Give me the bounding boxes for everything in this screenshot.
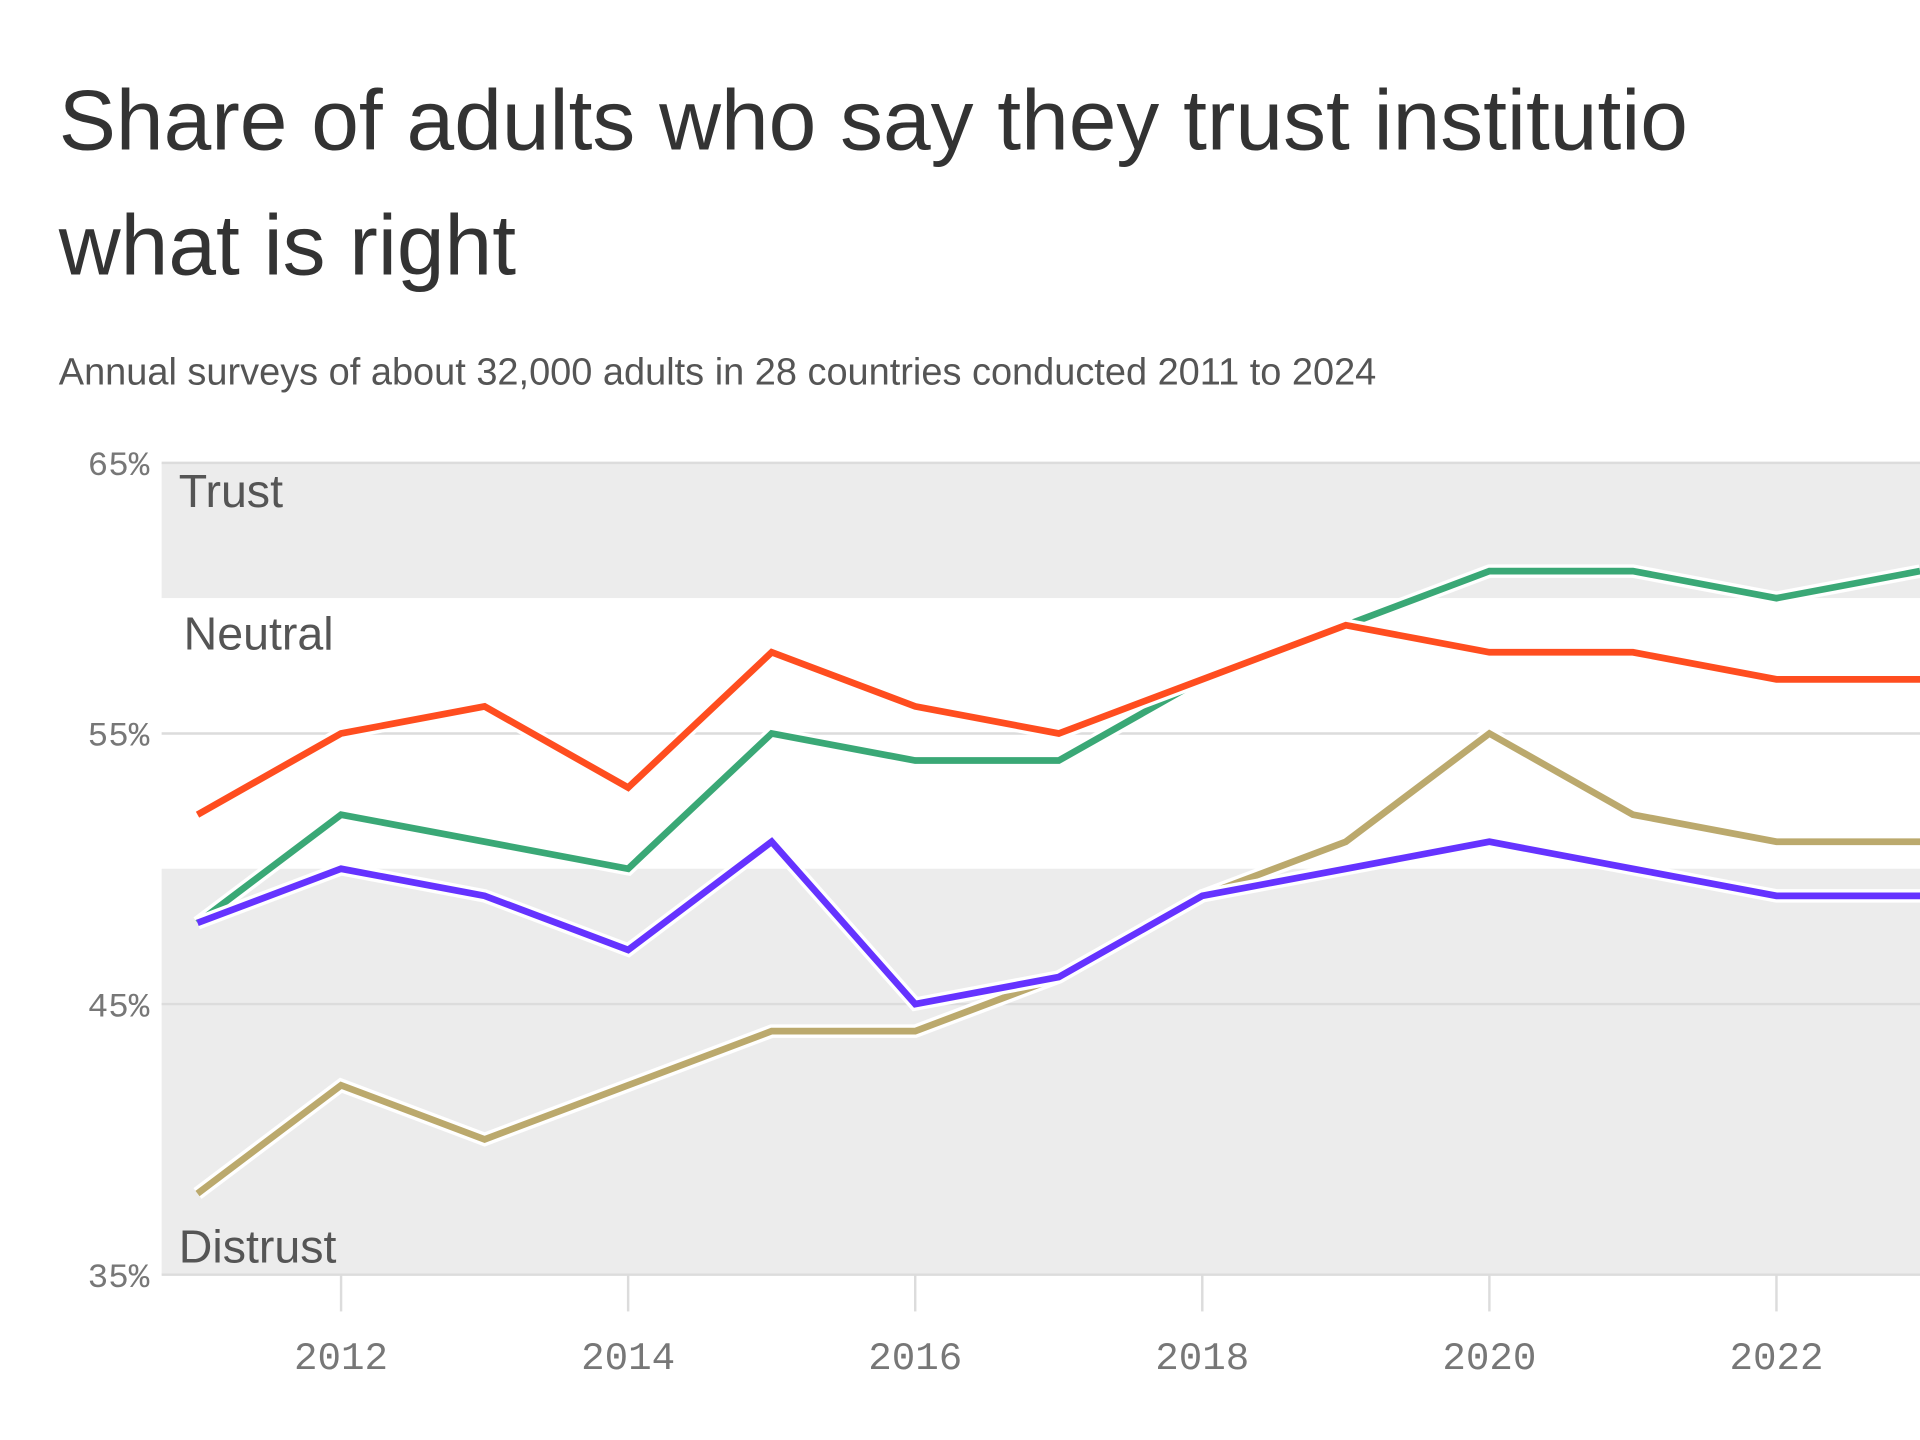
line [196,837,1920,1008]
band-label: Distrust [179,1220,337,1272]
chart-title: Share of adults who say they trust insti… [59,72,1688,168]
x-tick-label: 2022 [1729,1336,1823,1381]
plot-area: 35% 45% 55% 65% 2012 2014 2016 2018 2020 2022 Trus… [88,447,1920,1381]
y-tick-label: 35% [88,1259,150,1298]
y-tick-label: 55% [88,718,150,757]
x-tick-label: 2018 [1155,1336,1249,1381]
band-label: Trust [179,465,283,517]
chart-subtitle: Annual surveys of about 32,000 adults in… [59,351,1377,393]
x-tick-label: 2016 [868,1336,962,1381]
line [195,567,1920,926]
band [161,868,1920,1275]
chart-title: what is right [58,197,516,293]
y-tick-label: 65% [88,447,150,486]
x-tick-label: 2012 [294,1336,388,1381]
band-label: Neutral [184,608,334,660]
y-tick-label: 45% [88,988,150,1027]
x-tick-label: 2014 [581,1336,675,1381]
x-tick-label: 2020 [1442,1336,1536,1381]
line [195,621,1920,818]
